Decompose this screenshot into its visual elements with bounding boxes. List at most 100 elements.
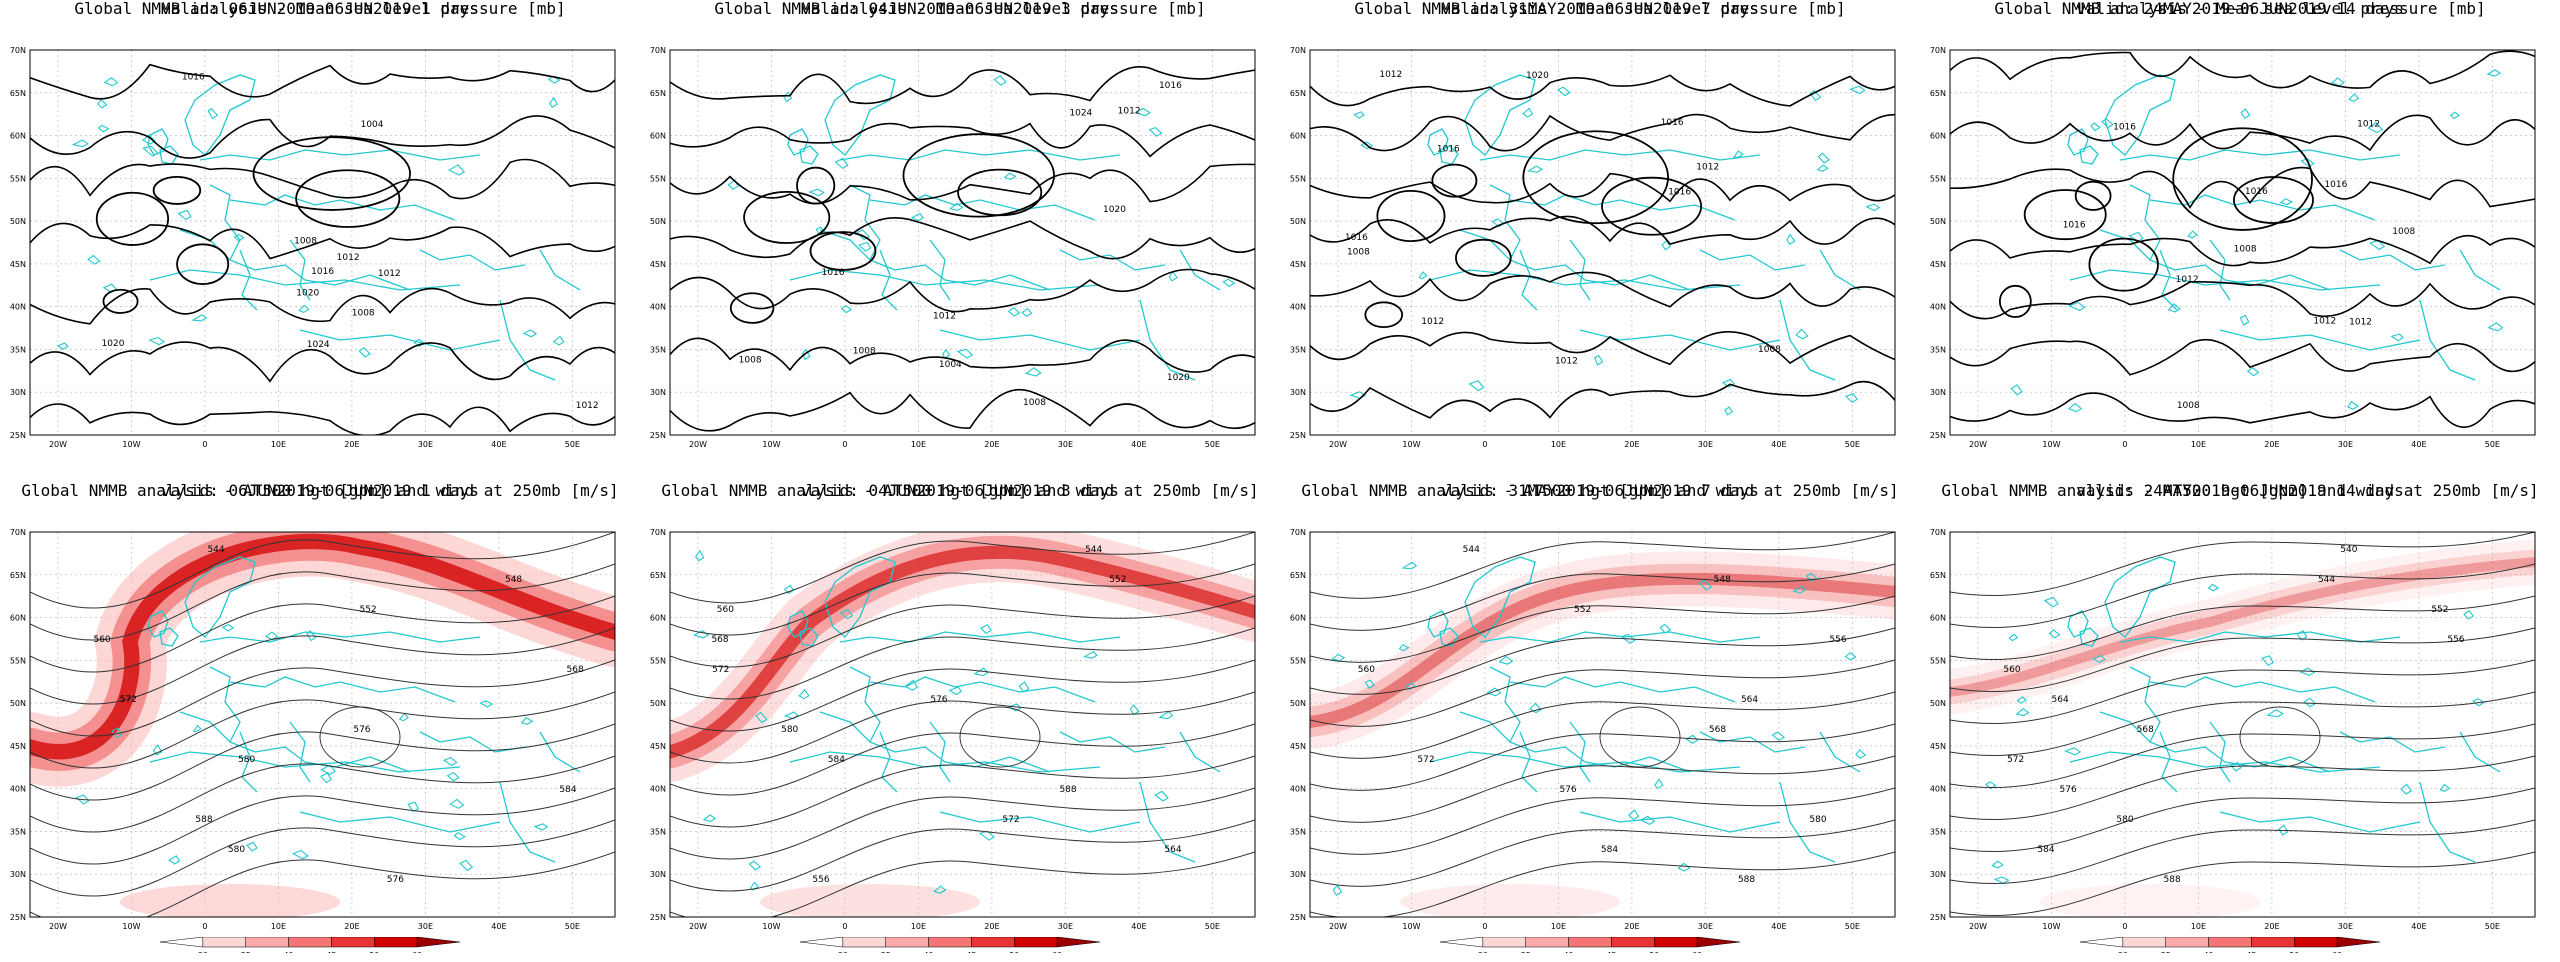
geopotential-contour [1950, 787, 2535, 853]
coastline-path [2459, 249, 2501, 291]
longitude-tick-label: 10W [122, 922, 140, 931]
coastline-path [209, 184, 241, 261]
isobar-contour [252, 136, 411, 211]
colorbar-segment [1482, 937, 1526, 948]
coastline-island [2246, 367, 2260, 377]
contour-label: 584 [828, 755, 845, 765]
isobar-label: 1016 [2113, 123, 2136, 133]
geopotential-contour [670, 851, 1255, 917]
longitude-tick-label: 10W [762, 440, 780, 449]
coastline-path [2129, 666, 2161, 743]
colorbar-tick-label: 45 [2246, 951, 2256, 953]
geopotential-contour [670, 819, 1255, 892]
longitude-tick-label: 50E [1205, 922, 1220, 931]
isobar-contour [670, 337, 1255, 373]
panel-valid-period: valid: 24MAY2019-06JUN2019 14 days [2076, 0, 2404, 18]
latitude-tick-label: 70N [10, 528, 26, 537]
coastline-island [858, 241, 872, 252]
longitude-tick-label: 40E [1771, 922, 1786, 931]
longitude-tick-label: 30E [2338, 922, 2353, 931]
colorbar-tick-label: 30 [838, 951, 848, 953]
coastline-path [229, 676, 456, 703]
coastline-path [1179, 249, 1221, 291]
isobar-contour [1376, 190, 1446, 243]
latitude-tick-label: 60N [1290, 132, 1306, 141]
coastline-path [419, 731, 526, 753]
colorbar-tick-label: 45 [326, 951, 336, 953]
latitude-tick-label: 50N [650, 217, 666, 226]
contour-label: 584 [559, 785, 576, 795]
colorbar-tick-label: 35 [881, 951, 891, 953]
coastline-path [299, 329, 501, 351]
isobar-contour [1431, 163, 1478, 198]
coastline-island [1134, 107, 1152, 117]
isobar-contour [30, 341, 615, 383]
coastline-island [246, 841, 258, 852]
isobar-contour [95, 191, 170, 246]
longitude-tick-label: 20W [689, 440, 707, 449]
colorbar-tick-label: 40 [923, 951, 933, 953]
isobar-label: 1016 [2324, 180, 2347, 190]
coastline-island [2187, 230, 2199, 239]
latitude-tick-label: 65N [10, 89, 26, 98]
geopotential-contour [1310, 755, 1895, 823]
longitude-tick-label: 20W [1969, 922, 1987, 931]
coastline-island [783, 711, 799, 720]
isobar-label: 1012 [337, 253, 360, 263]
coastline-path [2067, 610, 2089, 638]
latitude-tick-label: 30N [650, 388, 666, 397]
latitude-tick-label: 40N [650, 303, 666, 312]
coastline-island [442, 756, 458, 767]
coastline-island [2048, 629, 2061, 639]
coastline-path [1819, 249, 1861, 291]
latitude-tick-label: 45N [1290, 742, 1306, 751]
isobar-label: 1012 [2313, 317, 2336, 327]
coastline-island [1844, 393, 1858, 404]
coastline-island [479, 700, 494, 708]
longitude-tick-label: 30E [418, 440, 433, 449]
coastline-path [939, 811, 1141, 833]
coastline-island [191, 314, 208, 322]
latitude-tick-label: 70N [650, 528, 666, 537]
latitude-tick-label: 35N [1930, 345, 1946, 354]
coastline-island [2368, 239, 2386, 251]
longitude-tick-label: 10W [2042, 922, 2060, 931]
coastline-island [2043, 596, 2059, 608]
coastline-island [1349, 391, 1367, 399]
longitude-tick-label: 20W [1969, 440, 1987, 449]
coastline-island [2008, 633, 2019, 642]
coastline-path [1179, 731, 1221, 773]
panel-title: Global NMMB analysis - AT500 hgt [gpm] a… [661, 481, 1259, 500]
z500-panel: Global NMMB analysis - AT500 hgt [gpm] a… [1920, 482, 2560, 962]
coastline-island [904, 679, 919, 691]
longitude-tick-label: 40E [1771, 440, 1786, 449]
contour-label: 576 [1559, 785, 1576, 795]
coastline-path [2159, 731, 2178, 793]
coastline-path [929, 721, 951, 783]
colorbar-segment [1056, 937, 1101, 948]
contour-label: 540 [2340, 545, 2357, 555]
coastline-island [87, 254, 101, 265]
contour-label: 588 [195, 815, 212, 825]
geopotential-contour [1310, 659, 1895, 727]
contour-label: 588 [1059, 785, 1076, 795]
coastline-path [2419, 299, 2476, 381]
isobar-label: 1016 [182, 73, 205, 83]
colorbar-tick-label: 40 [1563, 951, 1573, 953]
longitude-tick-label: 10E [1551, 922, 1566, 931]
coastline-island [407, 801, 420, 813]
panel-valid-period: valid: 06JUN2019-06JUN2019 1 days [161, 481, 479, 500]
latitude-tick-label: 45N [650, 260, 666, 269]
isobar-contour [670, 388, 1255, 432]
isobar-contour [670, 163, 1255, 205]
longitude-tick-label: 40E [491, 922, 506, 931]
coastline-path [824, 74, 896, 156]
panel-title: Global NMMB analysis - Mean sea level pr… [1354, 0, 1846, 18]
coastline-path [2339, 249, 2446, 271]
longitude-tick-label: 10E [2191, 440, 2206, 449]
latitude-tick-label: 55N [650, 174, 666, 183]
contour-label: 588 [2164, 875, 2181, 885]
isobar-label: 1024 [1069, 108, 1092, 118]
geopotential-contour [1310, 627, 1895, 695]
coastline-path [2459, 731, 2501, 773]
